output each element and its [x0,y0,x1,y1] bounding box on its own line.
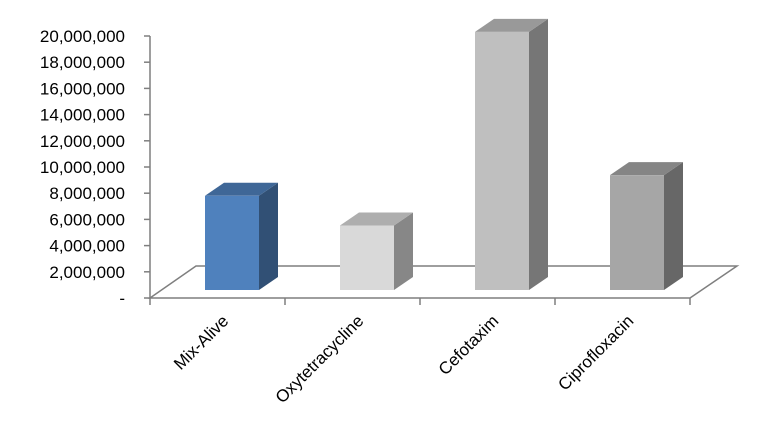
bar-side [394,212,413,290]
y-tick-label: 16,000,000 [40,79,125,98]
y-tick-label: 4,000,000 [49,237,125,256]
y-tick-label: 14,000,000 [40,106,125,125]
bar-top [205,182,278,196]
bar-front [205,195,259,290]
chart-bars [205,18,683,291]
bar-front [610,175,664,290]
floor-plane [147,265,740,299]
x-category-label: Mix-Alive [170,311,232,373]
x-axis-labels: Mix-Alive Oxytetracycline Cefotaxim Ciprofl… [170,311,637,407]
y-tick-label: 2,000,000 [49,263,125,282]
y-tick-label: 10,000,000 [40,158,125,177]
bar-top [475,18,548,32]
y-tick-label: 6,000,000 [49,210,125,229]
y-tick-label: 18,000,000 [40,53,125,72]
bar-side [664,162,683,290]
x-category-label: Oxytetracycline [272,311,368,407]
bar-top [610,162,683,176]
bar-top [340,212,413,226]
bar-oxytetracycline [340,212,413,290]
bar-side [529,18,548,291]
x-category-label: Ciprofloxacin [554,311,637,394]
bar-side [259,182,278,290]
y-axis-ticks: - 2,000,000 4,000,000 6,000,000 8,000,000 10,… [40,27,150,308]
x-category-label: Cefotaxim [435,311,503,379]
y-tick-label: 8,000,000 [49,184,125,203]
y-tick-label: - [119,289,125,308]
y-tick-label: 20,000,000 [40,27,125,46]
y-tick-label: 12,000,000 [40,132,125,151]
bar-cefotaxim [475,18,548,291]
bar-front [475,31,529,291]
bar-front [340,225,394,290]
bar-mix-alive [205,182,278,290]
chart-floor [147,265,740,299]
bar-ciprofloxacin [610,162,683,290]
